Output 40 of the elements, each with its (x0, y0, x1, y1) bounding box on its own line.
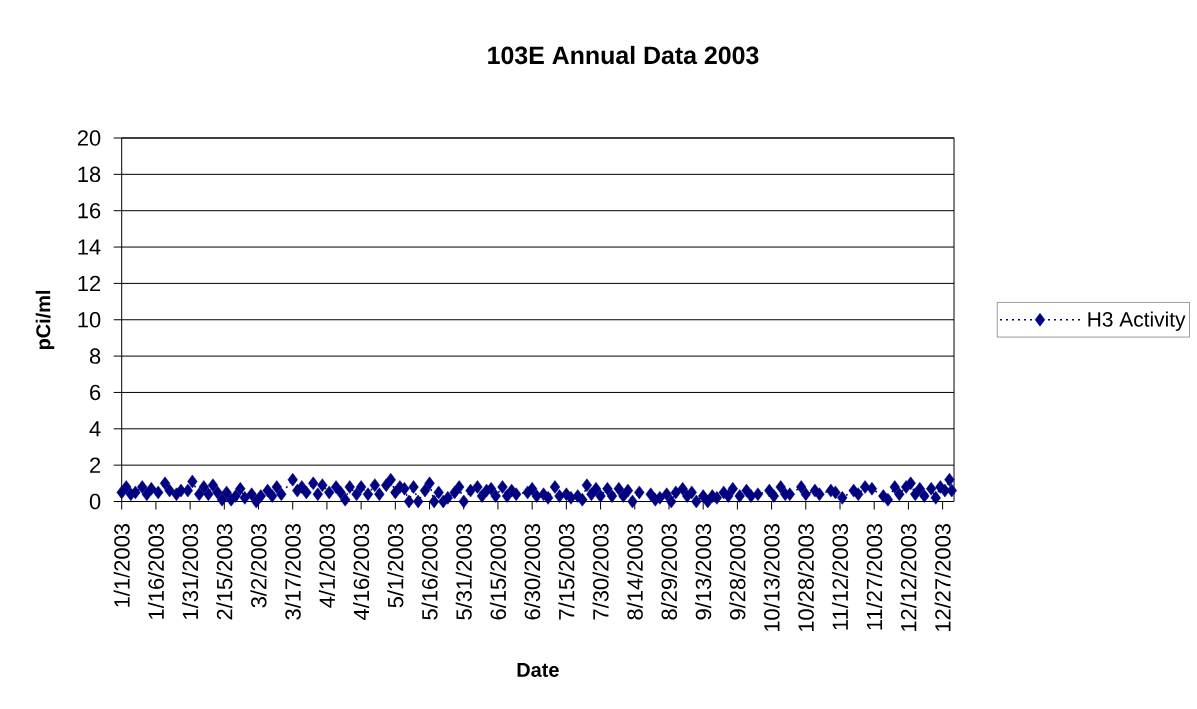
x-tick-label: 4/16/2003 (353, 523, 370, 621)
x-tick-label: 2/15/2003 (216, 523, 233, 620)
y-tick-label: 10 (78, 311, 101, 328)
legend-label: H3 Activity (1088, 311, 1186, 331)
x-tick-label: 8/29/2003 (660, 523, 678, 620)
x-tick-label: 11/27/2003 (866, 523, 883, 630)
y-tick-label: 18 (78, 166, 101, 183)
x-tick-label: 8/14/2003 (626, 523, 643, 620)
x-tick-label: 7/30/2003 (592, 523, 609, 620)
x-tick-label: 4/1/2003 (318, 523, 335, 608)
y-tick-label: 0 (89, 493, 101, 510)
y-axis-title: pCi/ml (35, 290, 55, 350)
x-tick-label: 1/31/2003 (182, 523, 199, 619)
y-tick-label: 8 (89, 348, 101, 364)
x-tick-label: 11/12/2003 (831, 523, 849, 630)
x-tick-label: 9/13/2003 (695, 523, 712, 620)
x-tick-label: 5/1/2003 (387, 523, 404, 608)
x-tick-label: 3/17/2003 (284, 523, 301, 620)
x-tick-label: 9/28/2003 (729, 523, 746, 620)
x-tick-label: 1/1/2003 (113, 523, 130, 607)
x-tick-label: 10/28/2003 (797, 523, 814, 632)
y-tick-label: 14 (78, 239, 101, 255)
y-tick-label: 12 (78, 275, 101, 292)
y-tick-label: 4 (89, 421, 101, 437)
x-tick-label: 12/12/2003 (900, 523, 917, 632)
x-tick-label: 10/13/2003 (763, 523, 780, 632)
x-tick-label: 1/16/2003 (147, 523, 164, 619)
y-tick-label: 6 (90, 384, 101, 401)
y-tick-label: 16 (78, 202, 101, 219)
x-tick-label: 12/27/2003 (934, 523, 951, 632)
x-tick-label: 5/31/2003 (455, 523, 472, 620)
x-tick-label: 3/2/2003 (250, 523, 267, 608)
x-tick-label: 6/15/2003 (489, 523, 506, 620)
x-tick-label: 5/16/2003 (421, 523, 438, 620)
x-axis-title: Date (517, 663, 559, 677)
x-tick-label: 7/15/2003 (558, 523, 575, 620)
y-tick-label: 2 (90, 457, 101, 473)
x-tick-label: 6/30/2003 (524, 523, 541, 620)
y-tick-label: 20 (77, 130, 101, 146)
chart-title: 103E Annual Data 2003 (488, 45, 759, 65)
